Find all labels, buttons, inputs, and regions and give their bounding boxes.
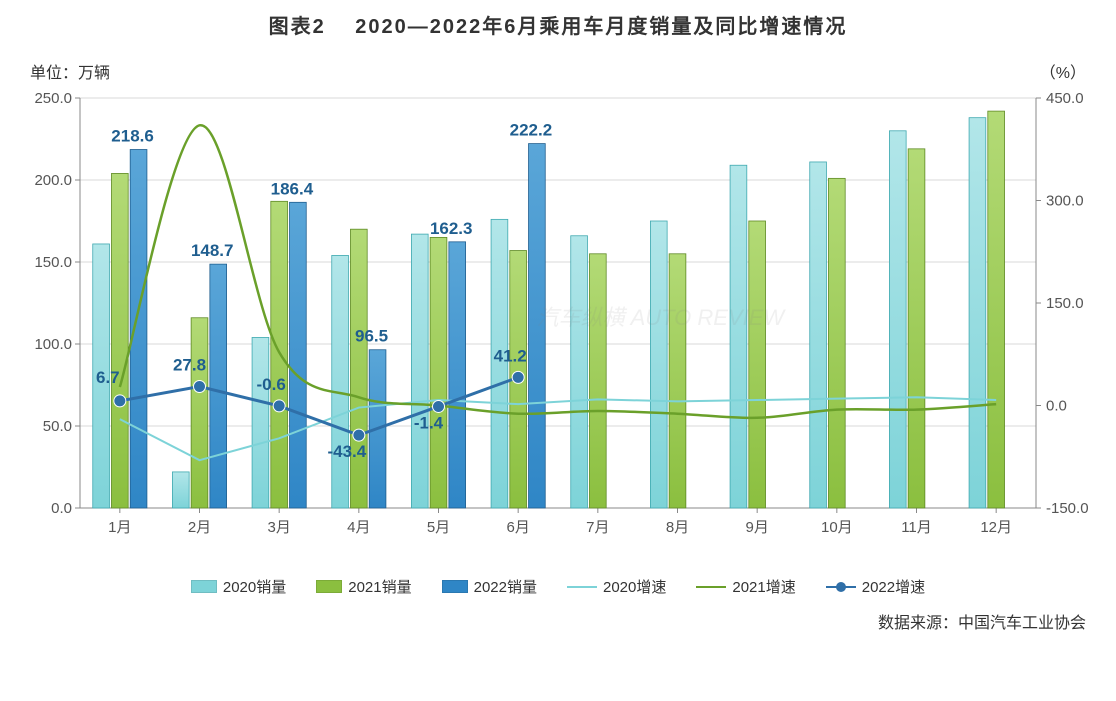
bar	[191, 318, 208, 508]
bar	[650, 221, 667, 508]
bar	[730, 165, 747, 508]
svg-text:12月: 12月	[980, 519, 1012, 536]
legend-label: 2021销量	[348, 576, 411, 597]
bar-label: 222.2	[510, 121, 553, 140]
svg-text:6月: 6月	[506, 519, 529, 536]
svg-text:50.0: 50.0	[43, 418, 72, 435]
line-series	[120, 397, 996, 460]
legend-label: 2020增速	[603, 576, 666, 597]
bar	[908, 149, 925, 508]
bar	[828, 178, 845, 508]
legend-label: 2022增速	[862, 576, 925, 597]
bar-label: 96.5	[355, 327, 388, 346]
bar	[969, 118, 986, 508]
svg-text:100.0: 100.0	[34, 336, 72, 353]
svg-text:11月: 11月	[901, 519, 932, 536]
bar	[449, 242, 466, 508]
svg-text:450.0: 450.0	[1046, 90, 1084, 107]
svg-text:8月: 8月	[666, 519, 689, 536]
legend-label: 2020销量	[223, 576, 286, 597]
svg-text:5月: 5月	[427, 519, 450, 536]
bar	[669, 254, 686, 508]
line-label: -43.4	[327, 442, 366, 461]
svg-text:1月: 1月	[108, 519, 131, 536]
svg-text:150.0: 150.0	[34, 254, 72, 271]
svg-text:3月: 3月	[267, 519, 290, 536]
svg-text:7月: 7月	[586, 519, 609, 536]
chart-title: 图表2 2020—2022年6月乘用车月度销量及同比增速情况	[20, 10, 1096, 39]
bar	[332, 255, 349, 508]
line-marker	[433, 400, 445, 412]
svg-text:2月: 2月	[188, 519, 211, 536]
svg-text:-150.0: -150.0	[1046, 500, 1089, 517]
svg-text:9月: 9月	[745, 519, 768, 536]
svg-text:4月: 4月	[347, 519, 370, 536]
legend-item: 2020增速	[567, 576, 666, 597]
bar	[430, 237, 447, 508]
bar	[350, 229, 367, 508]
bar	[411, 234, 428, 508]
bar	[290, 202, 307, 508]
bar	[988, 111, 1005, 508]
line-marker	[353, 429, 365, 441]
bar	[749, 221, 766, 508]
data-source: 数据来源：中国汽车工业协会	[20, 609, 1096, 633]
svg-text:0.0: 0.0	[51, 500, 72, 517]
legend-swatch	[696, 586, 726, 588]
legend-label: 2021增速	[732, 576, 795, 597]
svg-text:150.0: 150.0	[1046, 295, 1084, 312]
legend-swatch	[442, 580, 468, 593]
line-marker	[512, 371, 524, 383]
bar	[210, 264, 227, 508]
right-y-unit: （%）	[1040, 59, 1086, 83]
bar-label: 148.7	[191, 241, 234, 260]
bar	[810, 162, 827, 508]
bar	[172, 472, 189, 508]
line-label: 6.7	[96, 368, 120, 387]
chart-legend: 2020销量 2021销量 2022销量 2020增速 2021增速 2022增速	[20, 576, 1096, 597]
legend-swatch	[826, 586, 856, 588]
units-row: 单位：万辆 （%）	[20, 59, 1096, 83]
line-marker	[273, 400, 285, 412]
line-label: 41.2	[494, 346, 527, 365]
bar-label: 218.6	[111, 126, 154, 145]
chart-area: 0.0 50.0 100.0 150.0 200.0 250.0 -150.0 0.0 150.…	[20, 88, 1096, 558]
line-label: 27.8	[173, 356, 206, 375]
legend-swatch	[191, 580, 217, 593]
left-y-unit: 单位：万辆	[30, 59, 110, 83]
svg-text:200.0: 200.0	[34, 172, 72, 189]
bar	[529, 144, 546, 508]
bar	[889, 131, 906, 508]
legend-item: 2022增速	[826, 576, 925, 597]
bar-label: 162.3	[430, 219, 473, 238]
line-label: -0.6	[257, 375, 286, 394]
legend-swatch	[316, 580, 342, 593]
line-marker	[114, 395, 126, 407]
svg-text:250.0: 250.0	[34, 90, 72, 107]
legend-label: 2022销量	[474, 576, 537, 597]
svg-text:10月: 10月	[821, 519, 853, 536]
bar	[111, 173, 128, 508]
bar	[571, 236, 588, 508]
bar	[252, 337, 269, 508]
line-series	[120, 125, 996, 418]
legend-item: 2021增速	[696, 576, 795, 597]
bar	[130, 149, 147, 508]
svg-text:0.0: 0.0	[1046, 398, 1067, 415]
legend-item: 2022销量	[442, 576, 537, 597]
legend-item: 2020销量	[191, 576, 286, 597]
legend-item: 2021销量	[316, 576, 411, 597]
bar	[589, 254, 606, 508]
bar	[271, 201, 288, 508]
line-label: -1.4	[414, 413, 444, 432]
bar-label: 186.4	[271, 179, 314, 198]
chart-svg: 0.0 50.0 100.0 150.0 200.0 250.0 -150.0 0.0 150.…	[20, 88, 1096, 558]
line-marker	[194, 381, 206, 393]
legend-swatch	[567, 586, 597, 588]
svg-text:300.0: 300.0	[1046, 193, 1084, 210]
